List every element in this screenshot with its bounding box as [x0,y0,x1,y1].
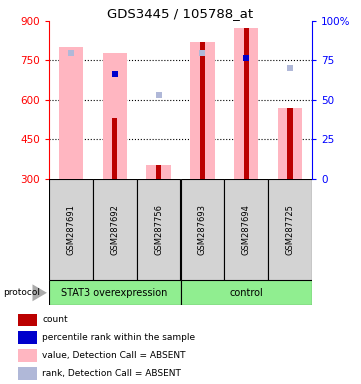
Text: control: control [230,288,263,298]
Bar [147,166,171,179]
Text: GSM287691: GSM287691 [66,204,75,255]
Bar [18,331,37,344]
Bar [49,280,180,305]
Text: count: count [42,315,68,324]
Text: GSM287693: GSM287693 [198,204,207,255]
Bar [49,179,93,280]
Bar [225,179,268,280]
Bar [287,108,293,179]
Bar [58,47,83,179]
Bar [268,179,312,280]
Polygon shape [32,284,47,301]
Title: GDS3445 / 105788_at: GDS3445 / 105788_at [108,7,253,20]
Text: GSM287692: GSM287692 [110,204,119,255]
Bar [18,349,37,362]
Text: rank, Detection Call = ABSENT: rank, Detection Call = ABSENT [42,369,181,378]
Text: GSM287725: GSM287725 [286,204,295,255]
Text: GSM287756: GSM287756 [154,204,163,255]
Text: percentile rank within the sample: percentile rank within the sample [42,333,195,342]
Text: protocol: protocol [4,288,40,297]
Bar [180,179,225,280]
Bar [180,280,312,305]
Bar [93,179,136,280]
Bar [234,28,258,179]
Text: STAT3 overexpression: STAT3 overexpression [61,288,168,298]
Bar [18,313,37,326]
Bar [190,42,214,179]
Bar [200,42,205,179]
Bar [244,28,249,179]
Bar [278,108,303,179]
Bar [156,166,161,179]
Bar [18,367,37,380]
Bar [103,53,127,179]
Text: GSM287694: GSM287694 [242,204,251,255]
Text: value, Detection Call = ABSENT: value, Detection Call = ABSENT [42,351,186,360]
Bar [112,118,117,179]
Bar [136,179,180,280]
